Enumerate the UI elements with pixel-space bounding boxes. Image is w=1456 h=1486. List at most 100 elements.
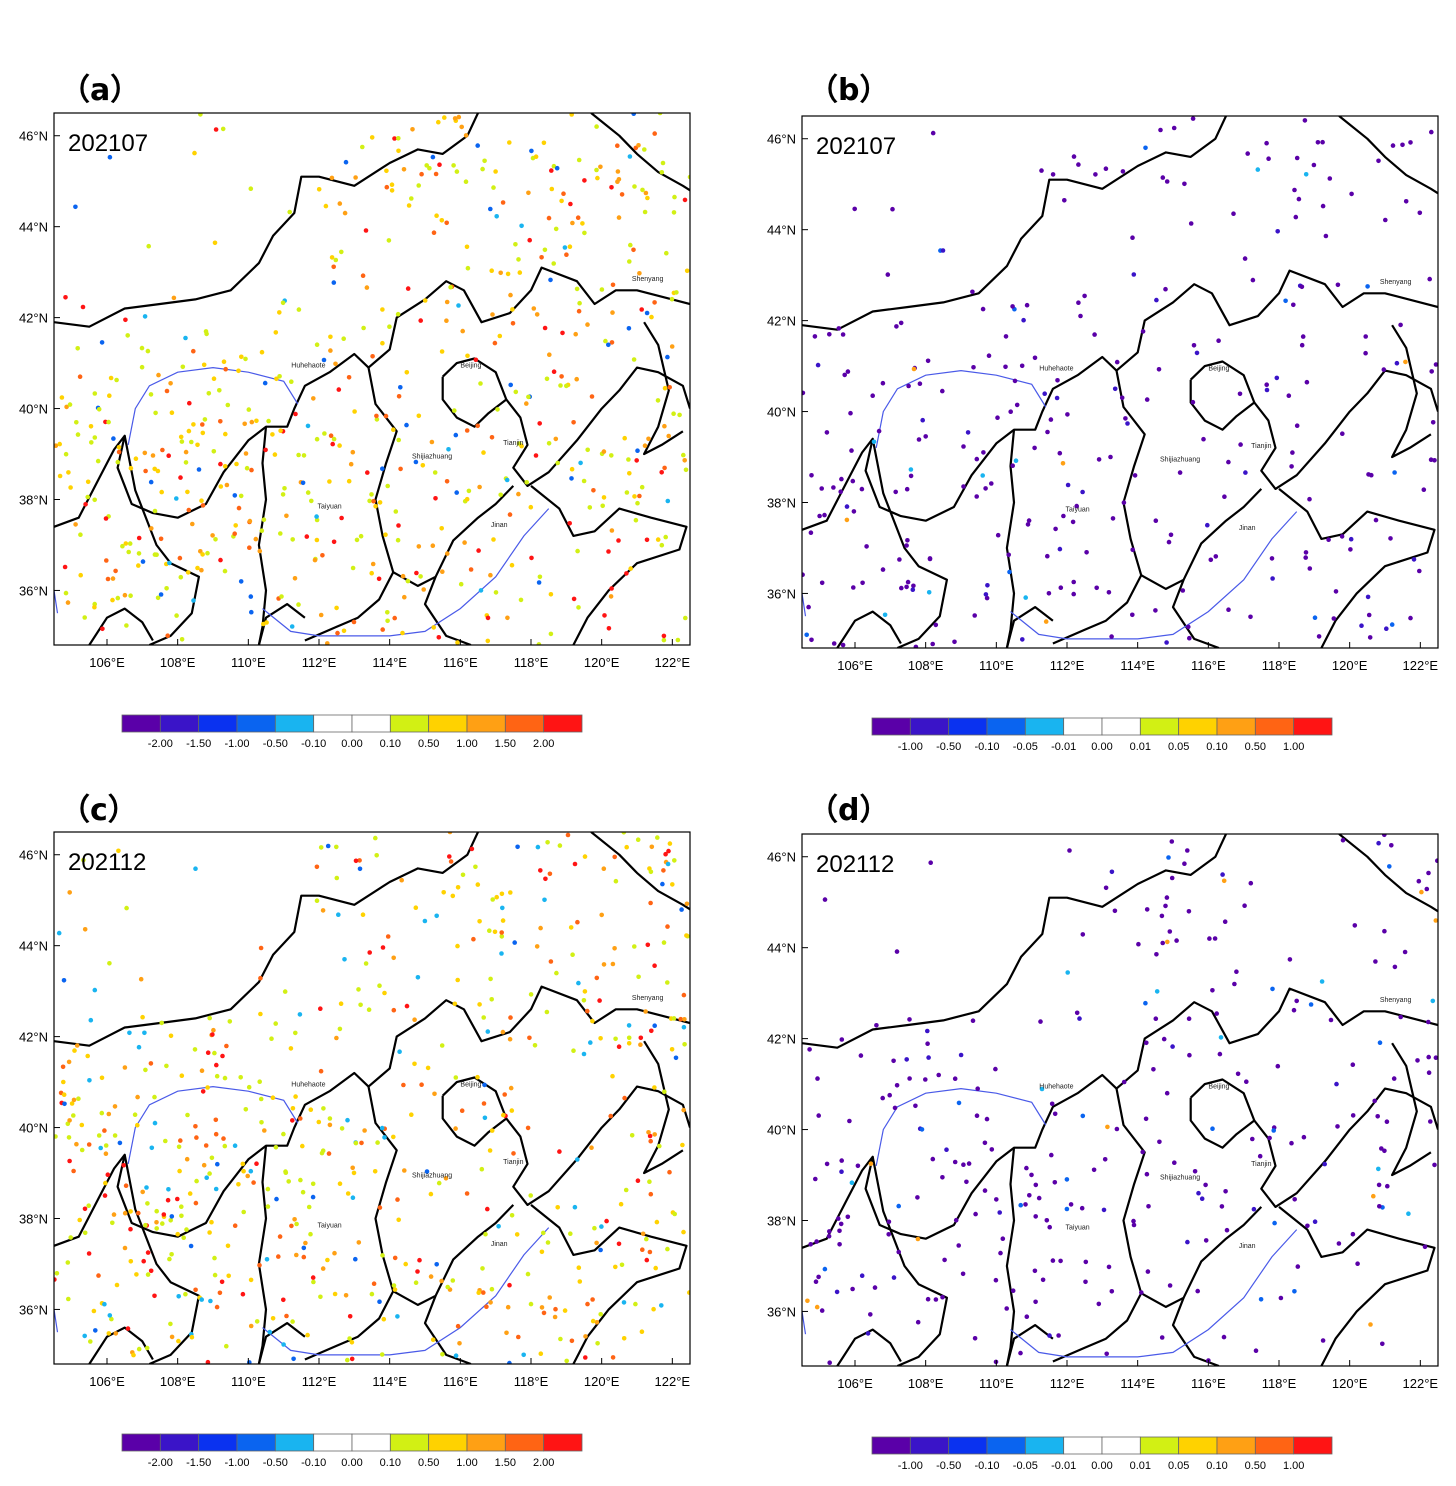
station-dot: [304, 534, 310, 539]
station-dot: [599, 287, 605, 292]
station-dot: [876, 428, 882, 434]
station-dot: [1165, 939, 1170, 945]
station-dot: [200, 552, 205, 557]
station-dot: [1044, 1218, 1050, 1223]
colorbar-swatch: [948, 1436, 988, 1455]
lon-tick-label: 112°E: [302, 1374, 337, 1389]
station-dot: [664, 250, 669, 256]
station-dot: [865, 1331, 871, 1336]
station-dot: [529, 555, 534, 561]
station-dot: [1130, 235, 1135, 240]
station-dot: [684, 933, 689, 938]
station-dot: [644, 1236, 649, 1242]
station-dot: [485, 1029, 491, 1034]
station-dot: [553, 226, 559, 232]
station-dot: [86, 1142, 92, 1147]
station-dot: [1303, 172, 1309, 177]
station-dot: [128, 1209, 133, 1214]
station-dot: [292, 1217, 297, 1222]
station-dot: [158, 536, 164, 542]
station-dot: [179, 1213, 184, 1219]
station-dot: [610, 1073, 615, 1079]
station-dot: [454, 490, 460, 495]
station-dot: [140, 559, 146, 564]
station-dot: [887, 1092, 892, 1098]
station-dot: [392, 136, 397, 141]
station-dot: [1182, 861, 1187, 866]
station-dot: [1109, 1289, 1115, 1294]
station-dot: [165, 633, 170, 638]
station-dot: [66, 1296, 71, 1302]
station-dot: [1385, 1183, 1390, 1189]
station-dot: [459, 1108, 465, 1113]
station-dot: [836, 1216, 841, 1221]
station-dot: [989, 1147, 995, 1152]
station-dot: [128, 465, 134, 471]
station-dot: [1006, 552, 1011, 558]
station-dot: [336, 912, 341, 917]
station-dot: [1403, 359, 1408, 365]
station-dot: [139, 345, 145, 351]
station-dot: [666, 848, 671, 854]
station-dot: [136, 1346, 142, 1352]
station-dot: [222, 1075, 228, 1081]
station-dot: [1432, 1162, 1437, 1168]
city-label: Shenyang: [632, 276, 664, 283]
station-dot: [896, 1203, 901, 1209]
station-dot: [337, 1181, 343, 1186]
station-dot: [491, 185, 496, 190]
station-dot: [314, 517, 320, 523]
lon-tick-label: 108°E: [160, 1374, 196, 1389]
station-dot: [259, 349, 265, 355]
station-dot: [675, 637, 681, 643]
station-dot: [1049, 1152, 1054, 1158]
station-dot: [334, 875, 340, 881]
station-dot: [582, 854, 588, 859]
station-dot: [894, 1083, 900, 1088]
lat-tick-label: 40°N: [767, 405, 796, 420]
station-dot: [910, 587, 916, 592]
station-dot: [1143, 1116, 1149, 1122]
station-dot: [576, 308, 582, 314]
station-dot: [88, 1339, 93, 1344]
station-dot: [609, 340, 615, 345]
station-dot: [1237, 391, 1243, 397]
station-dot: [404, 422, 409, 428]
station-dot: [54, 1271, 60, 1276]
station-dot: [211, 449, 217, 454]
station-dot: [1186, 624, 1191, 630]
station-dot: [639, 307, 644, 312]
station-dot: [882, 612, 888, 618]
station-dot: [431, 625, 437, 630]
station-dot: [277, 1234, 283, 1239]
station-dot: [395, 537, 401, 543]
station-dot: [419, 1082, 424, 1087]
station-dot: [211, 376, 217, 382]
station-dot: [1320, 139, 1325, 145]
station-dot: [499, 934, 505, 939]
station-dot: [88, 424, 94, 429]
station-dot: [1020, 637, 1025, 642]
station-dot: [669, 296, 675, 302]
colorbar-tick-label: 2.00: [533, 1457, 554, 1469]
station-dot: [416, 413, 422, 419]
lat-tick-label: 46°N: [19, 848, 48, 863]
station-dot: [1424, 886, 1430, 892]
station-dot: [193, 1124, 198, 1129]
station-dot: [290, 1106, 296, 1111]
station-dot: [1433, 1055, 1438, 1060]
station-dot: [236, 505, 242, 511]
station-dot: [569, 466, 575, 472]
station-dot: [1426, 870, 1431, 876]
station-dot: [218, 484, 224, 489]
station-dot: [164, 388, 170, 394]
station-dot: [573, 331, 578, 337]
station-dot: [632, 184, 637, 189]
station-dot: [598, 1312, 603, 1317]
station-dot: [328, 334, 333, 340]
station-dot: [1091, 1167, 1097, 1173]
station-dot: [961, 1162, 966, 1167]
station-dot: [1180, 588, 1186, 593]
station-dot: [585, 1301, 590, 1307]
station-dot: [1376, 1182, 1382, 1188]
